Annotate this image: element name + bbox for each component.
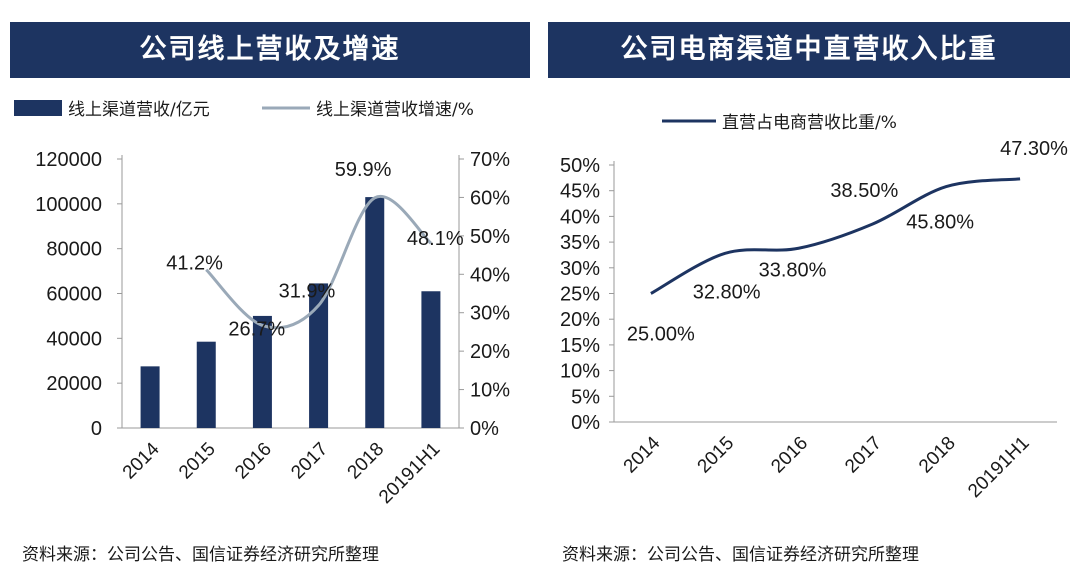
y-tick-label: 20%: [560, 309, 600, 331]
right-source-note: 资料来源：公司公告、国信证券经济研究所整理: [562, 545, 919, 565]
share-data-label: 45.80%: [906, 212, 974, 234]
x-tick-label: 2018: [344, 439, 389, 484]
left-chart-title: 公司线上营收及增速: [10, 22, 530, 78]
right-y-tick-label: 70%: [470, 149, 510, 171]
y-tick-label: 45%: [560, 181, 600, 203]
revenue-bar: [309, 283, 329, 428]
legend-line-label: 线上渠道营收增速/%: [316, 100, 474, 120]
right-y-tick-label: 30%: [470, 303, 510, 325]
left-panel: 公司线上营收及增速 线上渠道营收/亿元 线上渠道营收增速/% 0 20000 40000…: [10, 22, 530, 565]
revenue-bar: [365, 197, 385, 428]
revenue-bar: [252, 315, 272, 428]
x-tick-label: 2016: [767, 433, 812, 478]
y-tick-label: 5%: [571, 386, 600, 408]
x-tick-label: 2017: [287, 439, 332, 484]
legend-bar-label: 线上渠道营收/亿元: [68, 100, 210, 120]
right-chart-title: 公司电商渠道中直营收入比重: [548, 22, 1070, 78]
x-tick-label: 20191H1: [375, 439, 444, 508]
y-tick-label: 30%: [560, 258, 600, 280]
growth-data-label: 59.9%: [335, 159, 392, 181]
growth-data-label: 26.7%: [228, 318, 285, 340]
legend-bar-swatch: [14, 100, 62, 116]
direct-share-chart: 直营占电商营收比重/% 0% 5% 10% 15% 20% 25% 30% 35% 40% 45% 5…: [560, 113, 1068, 502]
left-source-note: 资料来源：公司公告、国信证券经济研究所整理: [22, 545, 379, 565]
y-tick-label: 15%: [560, 335, 600, 357]
left-y-tick-label: 0: [91, 418, 102, 440]
revenue-bar: [140, 366, 160, 428]
y-tick-label: 25%: [560, 284, 600, 306]
right-y-tick-label: 60%: [470, 187, 510, 209]
growth-line: [205, 194, 432, 330]
x-tick-label: 2015: [175, 439, 220, 484]
share-data-label: 38.50%: [830, 180, 898, 202]
share-data-label: 25.00%: [627, 324, 695, 346]
left-y-tick-label: 80000: [46, 239, 102, 261]
right-y-tick-label: 10%: [470, 380, 510, 402]
right-panel: 公司电商渠道中直营收入比重 直营占电商营收比重/% 0% 5% 10% 15% 20% 25…: [540, 0, 1080, 569]
right-y-tick-label: 50%: [470, 226, 510, 248]
x-tick-label: 20191H1: [964, 433, 1033, 502]
share-data-label: 47.30%: [1000, 138, 1068, 160]
legend-line-label: 直营占电商营收比重/%: [722, 113, 897, 133]
direct-share-line: [650, 177, 1021, 295]
x-tick-label: 2015: [694, 433, 739, 478]
share-data-label: 32.80%: [693, 281, 761, 303]
y-tick-label: 10%: [560, 361, 600, 383]
left-y-tick-label: 40000: [46, 328, 102, 350]
left-y-tick-label: 120000: [35, 149, 102, 171]
revenue-bar: [196, 341, 216, 428]
revenue-growth-chart: 线上渠道营收/亿元 线上渠道营收增速/% 0 20000 40000 60000 80000…: [14, 100, 510, 508]
x-tick-label: 2014: [620, 432, 665, 477]
x-tick-label: 2017: [841, 433, 886, 478]
left-y-tick-label: 60000: [46, 284, 102, 306]
y-tick-label: 50%: [560, 155, 600, 177]
y-tick-label: 35%: [560, 232, 600, 254]
x-tick-label: 2018: [915, 433, 960, 478]
share-data-label: 33.80%: [759, 259, 827, 281]
growth-data-label: 41.2%: [166, 253, 223, 275]
revenue-bar: [421, 291, 441, 428]
x-tick-label: 2014: [119, 438, 164, 483]
y-tick-label: 40%: [560, 206, 600, 228]
right-y-tick-label: 40%: [470, 264, 510, 286]
right-y-tick-label: 20%: [470, 341, 510, 363]
x-tick-label: 2016: [231, 439, 276, 484]
left-y-tick-label: 20000: [46, 373, 102, 395]
growth-data-label: 48.1%: [407, 228, 464, 250]
right-y-tick-label: 0%: [470, 418, 499, 440]
growth-data-label: 31.9%: [279, 280, 336, 302]
left-y-tick-label: 100000: [35, 194, 102, 216]
y-tick-label: 0%: [571, 412, 600, 434]
